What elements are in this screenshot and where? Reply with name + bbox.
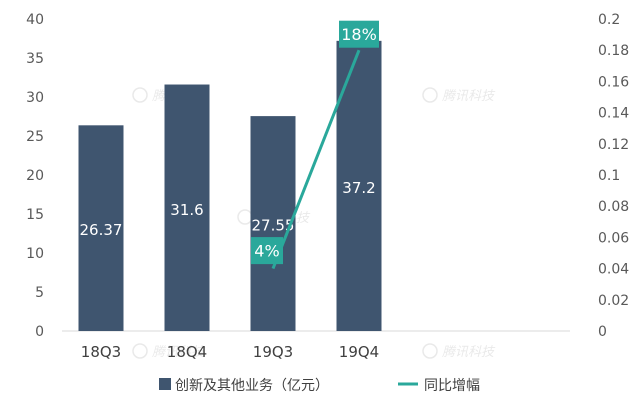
right-tick-label: 0.18 <box>598 43 629 59</box>
bar-value-label: 27.55 <box>252 217 295 235</box>
x-tick-label: 18Q3 <box>81 343 121 361</box>
left-tick-label: 15 <box>26 207 44 223</box>
right-tick-label: 0.14 <box>598 106 629 122</box>
legend: 创新及其他业务（亿元） 同比增幅 <box>159 378 480 394</box>
right-tick-label: 0.2 <box>598 12 620 28</box>
left-tick-label: 20 <box>26 168 44 184</box>
legend-bar-label: 创新及其他业务（亿元） <box>175 378 329 394</box>
right-tick-label: 0.1 <box>598 168 620 184</box>
left-tick-label: 10 <box>26 246 44 262</box>
growth-line <box>271 49 361 270</box>
watermark-logo-icon <box>422 87 438 103</box>
right-tick-label: 0.16 <box>598 74 629 90</box>
x-tick-label: 19Q4 <box>339 343 379 361</box>
line-series: 4% 18% <box>251 20 379 270</box>
left-tick-label: 25 <box>26 129 44 145</box>
right-tick-label: 0.04 <box>598 262 629 278</box>
left-tick-label: 35 <box>26 51 44 67</box>
legend-line-label: 同比增幅 <box>424 378 480 394</box>
bar-19Q3 <box>250 116 296 331</box>
left-tick-label: 30 <box>26 90 44 106</box>
watermark-logo-icon <box>132 343 148 359</box>
left-axis-ticks: 0 5 10 15 20 25 30 35 40 <box>26 12 44 340</box>
right-tick-label: 0.06 <box>598 230 629 246</box>
right-tick-label: 0.08 <box>598 199 629 215</box>
right-tick-label: 0.02 <box>598 293 629 309</box>
watermark-logo-icon <box>237 209 253 225</box>
right-tick-label: 0.12 <box>598 137 629 153</box>
watermark-logo-icon <box>422 343 438 359</box>
x-tick-label: 19Q3 <box>253 343 293 361</box>
bar-value-label: 26.37 <box>80 221 123 239</box>
left-tick-label: 5 <box>35 285 44 301</box>
growth-label: 4% <box>254 242 279 261</box>
right-tick-label: 0 <box>598 324 607 340</box>
legend-bar-swatch <box>159 378 171 390</box>
bar-value-label: 31.6 <box>170 201 203 219</box>
watermark-logo-icon <box>132 87 148 103</box>
x-tick-labels: 18Q3 18Q4 19Q3 19Q4 <box>81 343 379 361</box>
watermark-text: 腾讯科技 <box>442 345 496 360</box>
bar-18Q4 <box>164 84 210 332</box>
bars <box>78 40 382 332</box>
watermark-3: 腾讯科技 <box>132 343 206 360</box>
watermark-text: 腾讯科技 <box>442 89 496 104</box>
left-tick-label: 40 <box>26 12 44 28</box>
right-axis-ticks: 0 0.02 0.04 0.06 0.08 0.1 0.12 0.14 0.16 0.18 0.2 <box>598 12 629 340</box>
watermark-1: 腾讯科技 <box>422 87 496 104</box>
bar-value-label: 37.2 <box>342 179 375 197</box>
bar-18Q3 <box>78 125 124 332</box>
watermark-text: 腾讯科技 <box>152 345 206 360</box>
growth-label: 18% <box>341 25 377 44</box>
growth-label-box <box>339 20 379 48</box>
bar-labels: 26.37 31.6 27.55 37.2 <box>80 179 376 239</box>
watermark-4: 腾讯科技 <box>422 343 496 360</box>
left-tick-label: 0 <box>35 324 44 340</box>
x-tick-label: 18Q4 <box>167 343 207 361</box>
growth-label-box <box>251 237 283 265</box>
